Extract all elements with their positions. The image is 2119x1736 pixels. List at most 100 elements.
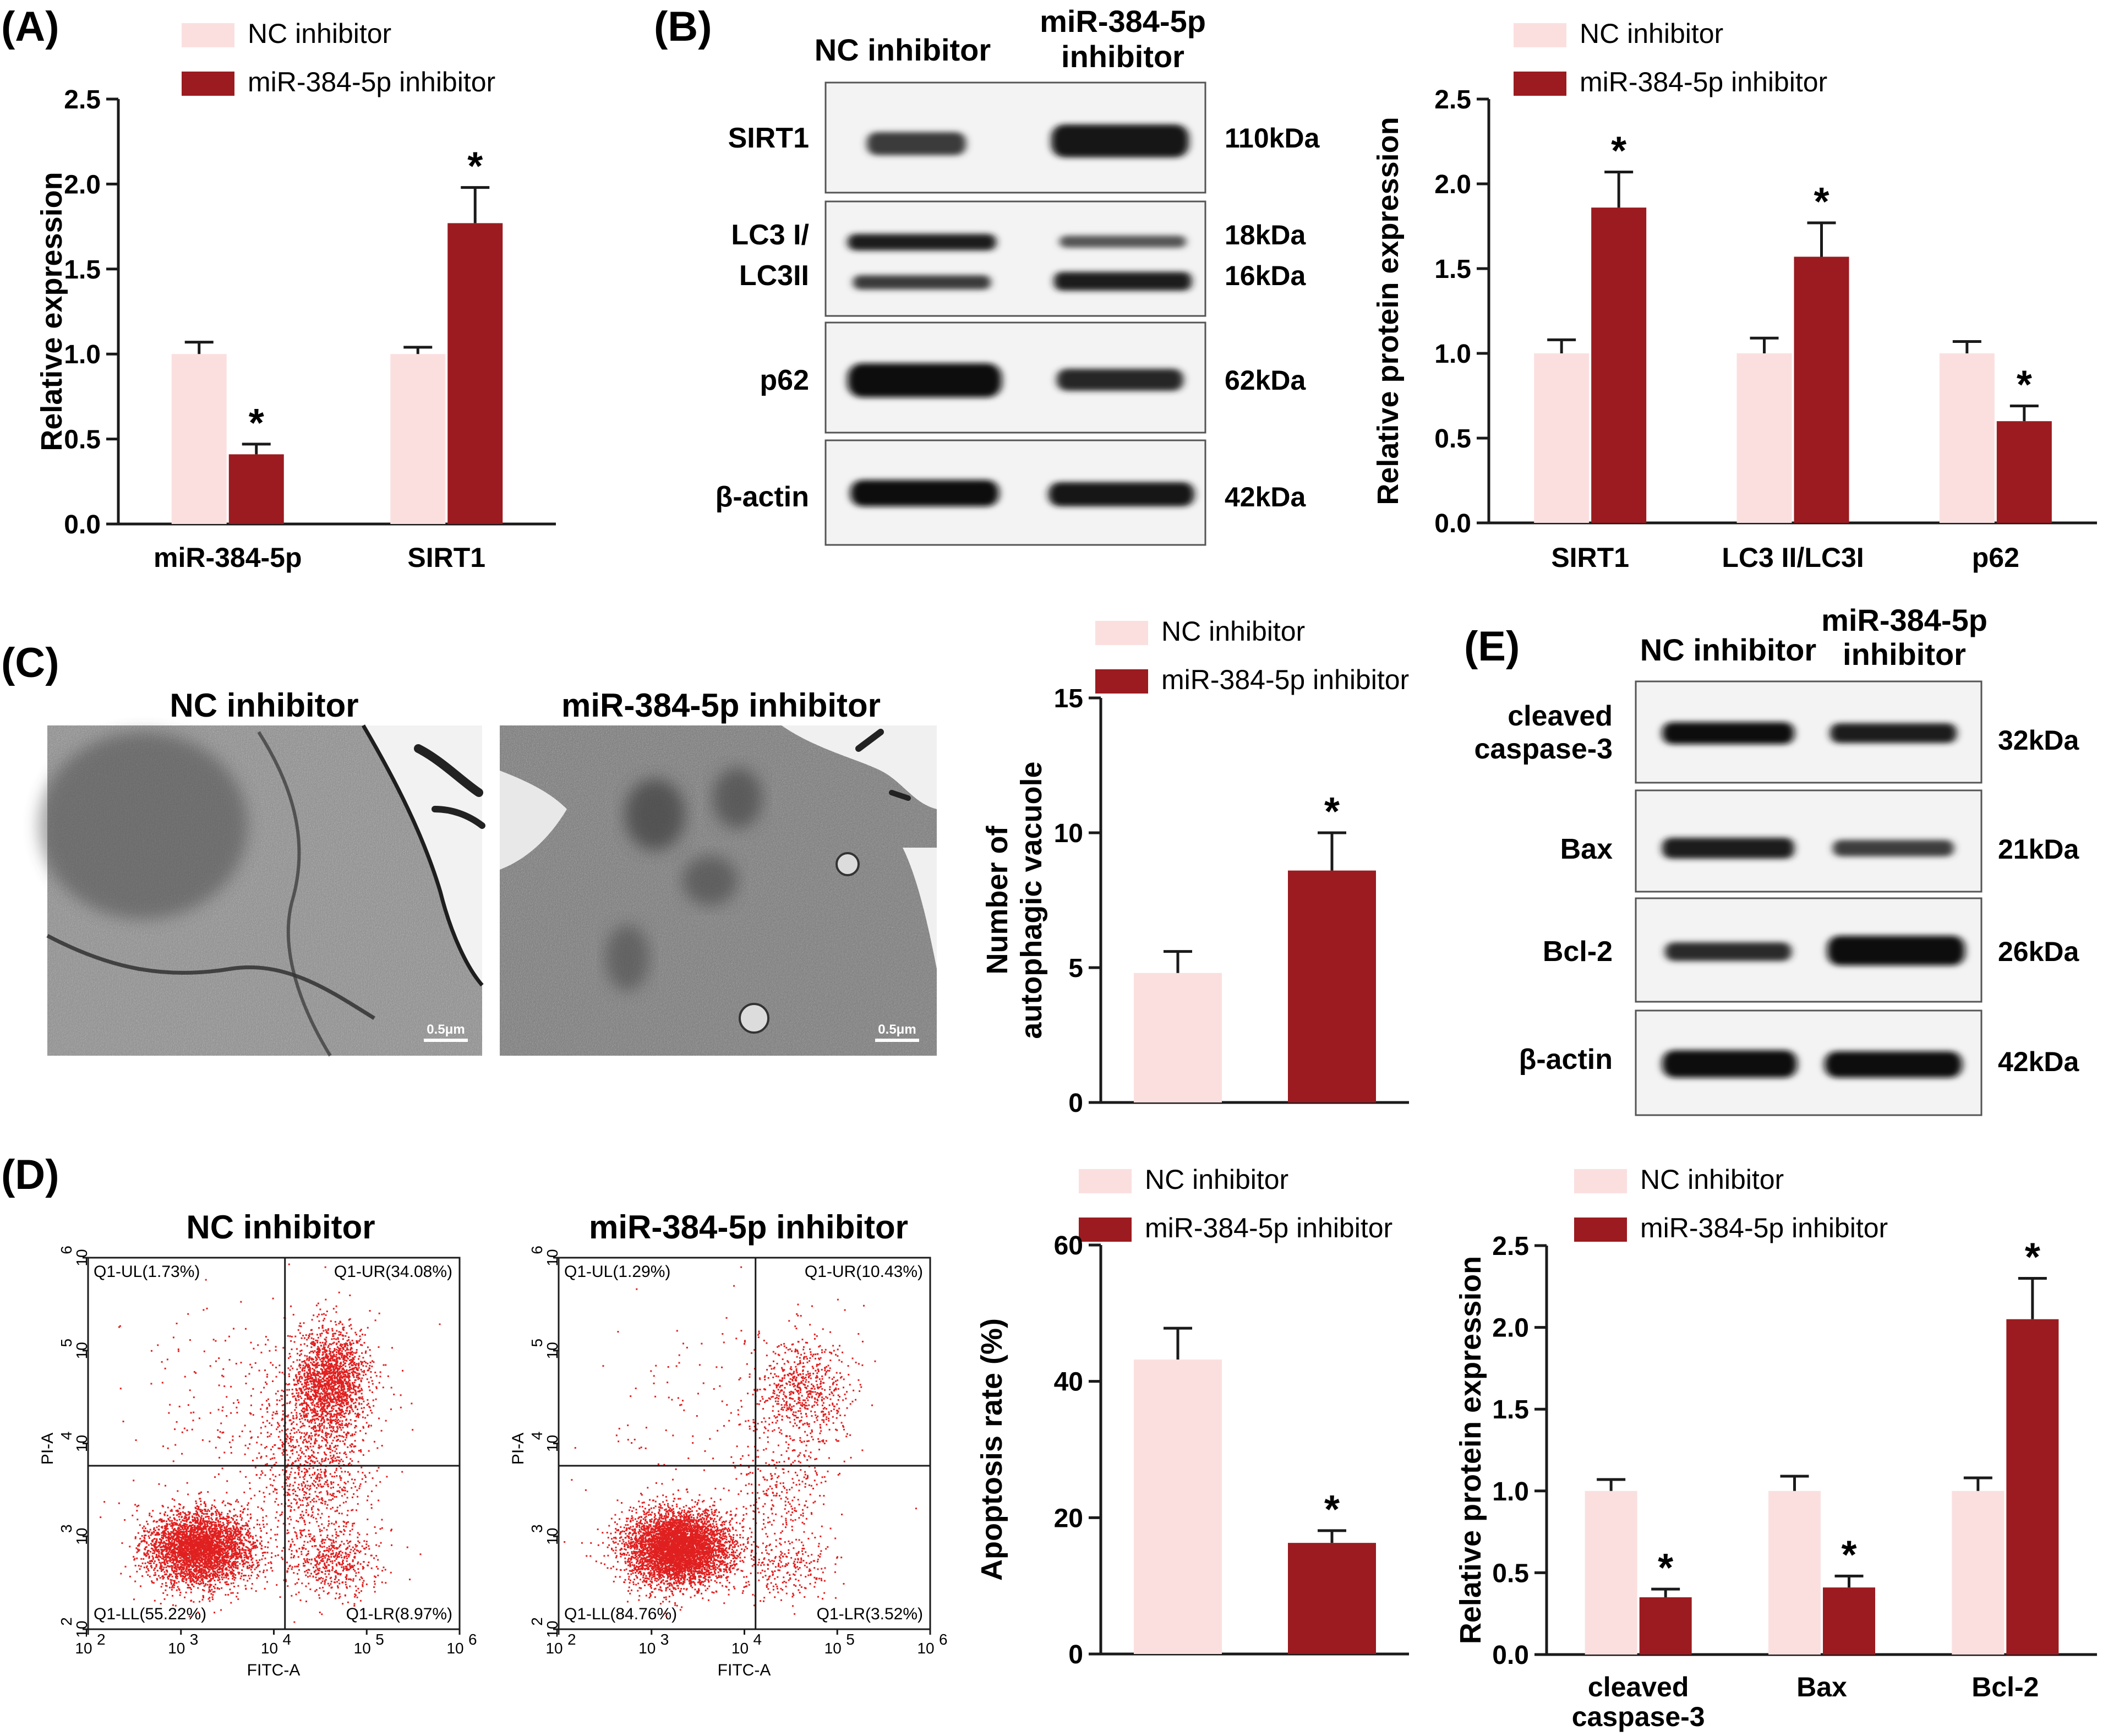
- blot-b: NC inhibitor miR-384-5p inhibitor SIRT1 …: [716, 4, 1320, 546]
- flow-mir-y-tick-label: 10: [544, 1342, 561, 1359]
- bar-b-2-1: [1996, 421, 2052, 523]
- blot-b-col-mir-line2: inhibitor: [1061, 39, 1184, 74]
- legend-swatch-nc: [1574, 1169, 1627, 1193]
- bar-b-0-0: [1534, 353, 1590, 523]
- significance-star-b-2: *: [2017, 363, 2032, 407]
- bar-b-0-1: [1591, 208, 1647, 523]
- flow-nc-x-tick-exp: 4: [283, 1631, 292, 1648]
- chart-a-y-tick-label: 0.5: [64, 425, 101, 455]
- blot-b-row-lc3-line1: LC3 I/: [731, 219, 809, 251]
- chart-c-y-tick-label: 15: [1054, 684, 1083, 713]
- tem-title-nc: NC inhibitor: [170, 687, 358, 724]
- blot-e-band-bax-nc: [1662, 838, 1794, 859]
- panel-d-label: (D): [1, 1151, 59, 1198]
- chart-e-y-label: Relative protein expression: [1454, 1256, 1487, 1644]
- blot-e-band-bcl2-nc: [1665, 942, 1792, 961]
- significance-star-e-0: *: [1658, 1546, 1673, 1590]
- legend-label-mir: miR-384-5p inhibitor: [1145, 1213, 1392, 1243]
- significance-star-b-0: *: [1611, 129, 1626, 173]
- significance-star-a-0: *: [249, 401, 264, 445]
- flow-mir-y-tick-exp: 4: [528, 1432, 545, 1440]
- flow-mir-x-tick-label: 10: [638, 1640, 656, 1657]
- flow-mir-y-tick-label: 10: [544, 1249, 561, 1266]
- chart-e-category-label: Bcl-2: [1971, 1672, 2039, 1702]
- legend-label-mir: miR-384-5p inhibitor: [1161, 664, 1409, 695]
- blot-b-band-lc3i-mir: [1060, 236, 1186, 248]
- chart-a-category-label: miR-384-5p: [154, 542, 302, 573]
- flow-nc-x-axis-label: FITC-A: [247, 1661, 301, 1679]
- chart-e-y-tick-label: 0.0: [1492, 1641, 1529, 1670]
- chart-b: NC inhibitor miR-384-5p inhibitor 0.0 0.5 1.…: [1372, 18, 2097, 573]
- bar-b-1-0: [1736, 353, 1792, 523]
- bar-e-0-1: [1639, 1597, 1692, 1655]
- legend-swatch-nc: [1079, 1169, 1132, 1193]
- blot-b-box-lc3: [824, 200, 1206, 317]
- chart-e-y-tick-label: 0.5: [1492, 1559, 1529, 1588]
- blot-b-band-sirt1-mir: [1051, 124, 1189, 157]
- flow-mir-event-dots: [564, 1266, 917, 1617]
- chart-b-y-label: Relative protein expression: [1372, 117, 1405, 505]
- blot-e-col-nc: NC inhibitor: [1640, 632, 1816, 667]
- tem-scale-nc: 0.5μm: [427, 1022, 465, 1037]
- chart-b-category-label: p62: [1972, 542, 2019, 573]
- flow-mir-x-tick-label: 10: [917, 1640, 934, 1657]
- flow-nc-x-tick-label: 10: [354, 1640, 371, 1657]
- chart-c-y-label-line2: autophagic vacuole: [1015, 761, 1048, 1039]
- flow-nc-y-tick-label: 10: [73, 1435, 90, 1452]
- flow-plot-mir: Q1-UL(1.29%) Q1-UR(10.43%) Q1-LL(84.76%)…: [509, 1246, 948, 1679]
- chart-c-y-tick-label: 5: [1068, 954, 1083, 983]
- flow-nc-y-tick-label: 10: [73, 1342, 90, 1359]
- legend-label-mir: miR-384-5p inhibitor: [1580, 67, 1827, 97]
- bar-e-0-0: [1585, 1491, 1637, 1655]
- legend-swatch-nc: [1514, 23, 1566, 47]
- bar-e-2-1: [2006, 1319, 2059, 1655]
- blot-e-kda-bcl2: 26kDa: [1998, 936, 2080, 967]
- blot-b-col-mir-line1: miR-384-5p: [1040, 4, 1206, 39]
- flow-mir-frame: [558, 1257, 931, 1630]
- flow-mir-y-tick-label: 10: [544, 1435, 561, 1452]
- tem-images: NC inhibitor miR-384-5p inhibitor 0.5μm: [39, 687, 937, 1057]
- bar-a-0-1: [228, 454, 284, 524]
- legend-swatch-mir: [1514, 72, 1566, 96]
- chart-d-y-label: Apoptosis rate (%): [975, 1318, 1008, 1581]
- bar-a-1-1: [447, 223, 503, 524]
- flow-mir-x-tick-exp: 6: [939, 1631, 948, 1648]
- chart-b-y-tick-label: 2.5: [1434, 85, 1471, 114]
- chart-e-category-label: Bax: [1796, 1672, 1847, 1702]
- blot-e-col-mir-line2: inhibitor: [1843, 637, 1966, 672]
- tem-title-mir: miR-384-5p inhibitor: [561, 687, 881, 724]
- flow-title-mir: miR-384-5p inhibitor: [589, 1209, 908, 1246]
- flow-nc-y-tick-exp: 5: [58, 1339, 75, 1347]
- flow-nc-y-tick-exp: 4: [58, 1432, 75, 1440]
- blot-e-band-caspase-nc: [1662, 722, 1794, 744]
- chart-d-y-tick-label: 0: [1068, 1640, 1083, 1669]
- chart-b-category-label: LC3 II/LC3I: [1722, 542, 1864, 573]
- legend-label-nc: NC inhibitor: [1145, 1164, 1288, 1195]
- blot-b-col-nc: NC inhibitor: [815, 32, 991, 67]
- chart-b-y-tick-label: 1.0: [1434, 340, 1471, 369]
- chart-a-y-tick-label: 0.0: [64, 510, 101, 539]
- flow-nc-q-lr: Q1-LR(8.97%): [346, 1605, 452, 1623]
- flow-mir-y-tick-label: 10: [544, 1528, 561, 1545]
- blot-e-band-bax-mir: [1833, 840, 1954, 856]
- blot-b-band-actin-nc: [850, 480, 999, 506]
- flow-mir-y-tick-exp: 2: [528, 1617, 545, 1626]
- panel-c-label: (C): [1, 640, 59, 686]
- blot-b-row-actin: β-actin: [716, 481, 809, 513]
- flow-nc-x-tick-label: 10: [75, 1640, 92, 1657]
- legend-label-nc: NC inhibitor: [1580, 18, 1723, 49]
- flow-nc-x-tick-exp: 3: [190, 1631, 199, 1648]
- chart-b-y-tick-label: 1.5: [1434, 255, 1471, 284]
- bar-c-1-0: [1288, 870, 1376, 1102]
- flow-nc-y-tick-label: 10: [73, 1249, 90, 1266]
- flow-mir-x-tick-label: 10: [824, 1640, 842, 1657]
- flow-nc-y-tick-exp: 6: [58, 1246, 75, 1254]
- blot-e-row-actin: β-actin: [1519, 1044, 1613, 1076]
- flow-mir-x-tick-exp: 3: [660, 1631, 669, 1648]
- tem-image-mir: 0.5μm: [500, 725, 937, 1056]
- blot-b-row-p62: p62: [760, 364, 809, 396]
- significance-star-e-1: *: [1841, 1533, 1856, 1577]
- bar-a-0-0: [171, 354, 227, 524]
- flow-nc-x-tick-exp: 2: [97, 1631, 106, 1648]
